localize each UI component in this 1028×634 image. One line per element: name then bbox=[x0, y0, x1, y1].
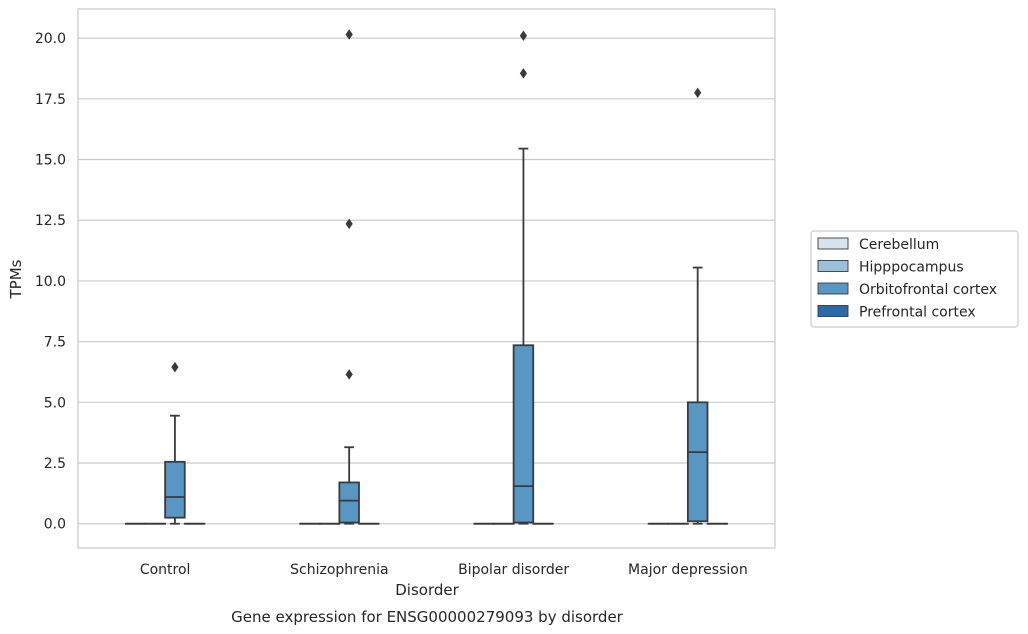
outlier-point bbox=[694, 87, 702, 98]
outlier-point bbox=[519, 30, 528, 41]
outlier-point bbox=[171, 361, 179, 373]
outlier-point bbox=[519, 68, 528, 79]
x-axis-label: Disorder bbox=[395, 581, 459, 599]
y-tick-label: 7.5 bbox=[44, 335, 66, 351]
grid-lines bbox=[78, 37, 775, 525]
legend-label: Cerebellum bbox=[859, 237, 939, 253]
y-tick-label: 15.0 bbox=[35, 153, 66, 169]
y-tick-labels: 0.0 2.5 5.0 7.5 10.0 12.5 15.0 17.5 20.0 bbox=[35, 31, 66, 533]
y-tick-label: 10.0 bbox=[35, 274, 66, 290]
legend-label: Prefrontal cortex bbox=[859, 305, 976, 321]
x-tick-label: Control bbox=[140, 562, 191, 578]
box-3-1 bbox=[164, 361, 186, 525]
boxes bbox=[125, 29, 728, 525]
box-3-3 bbox=[512, 30, 535, 525]
y-tick-label: 0.0 bbox=[44, 517, 66, 533]
y-tick-label: 5.0 bbox=[44, 395, 66, 411]
y-tick-label: 17.5 bbox=[35, 92, 66, 108]
x-tick-label: Schizophrenia bbox=[290, 562, 388, 578]
legend: Cerebellum Hipppocampus Orbitofrontal cort… bbox=[810, 230, 1019, 328]
y-tick-label: 20.0 bbox=[35, 31, 66, 47]
legend-label: Hipppocampus bbox=[859, 260, 964, 276]
y-tick-label: 2.5 bbox=[44, 456, 66, 472]
x-tick-label: Major depression bbox=[628, 562, 748, 578]
box-3-2 bbox=[338, 29, 360, 525]
chart-caption: Gene expression for ENSG00000279093 by d… bbox=[231, 608, 624, 626]
plot-frame bbox=[77, 8, 776, 549]
x-tick-label: Bipolar disorder bbox=[458, 562, 569, 578]
legend-frame bbox=[810, 230, 1019, 328]
y-axis-label: TPMs bbox=[7, 259, 25, 299]
outlier-point bbox=[345, 29, 353, 40]
outlier-point bbox=[345, 369, 353, 380]
legend-swatch bbox=[817, 237, 849, 250]
legend-swatch bbox=[817, 260, 849, 272]
legend-label: Orbitofrontal cortex bbox=[859, 282, 997, 298]
box-body bbox=[338, 481, 360, 524]
x-tick-labels: Control Schizophrenia Bipolar disorder Majo… bbox=[140, 562, 748, 578]
box-body bbox=[512, 344, 535, 524]
legend-swatch bbox=[817, 305, 849, 317]
legend-swatch bbox=[817, 282, 849, 295]
y-tick-label: 12.5 bbox=[35, 213, 66, 229]
box-body bbox=[164, 460, 186, 519]
box-3-4 bbox=[686, 87, 709, 525]
box-body bbox=[686, 401, 709, 523]
outlier-point bbox=[345, 218, 353, 230]
